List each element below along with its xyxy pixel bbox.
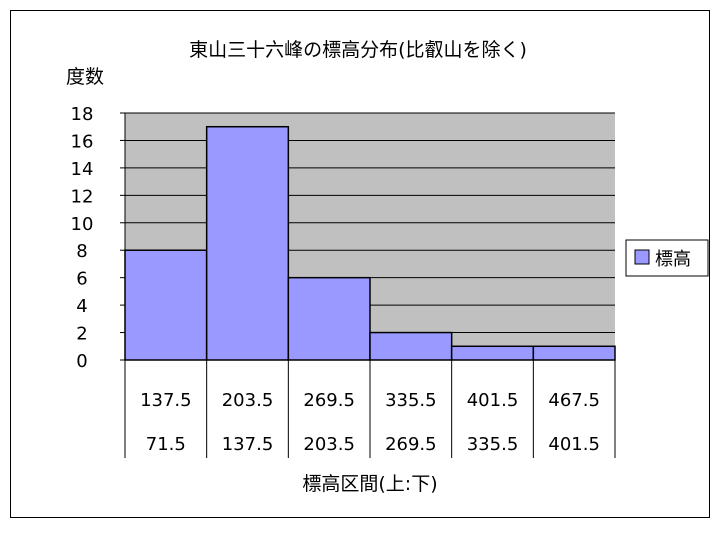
y-tick-label: 0 [76, 351, 87, 372]
y-tick-label: 14 [71, 159, 94, 180]
y-tick-label: 16 [71, 131, 94, 152]
legend-label: 標高 [655, 249, 691, 270]
x-tick-label-lower: 269.5 [385, 434, 437, 455]
x-tick-label-upper: 137.5 [140, 390, 192, 411]
x-tick-label-upper: 203.5 [222, 390, 274, 411]
y-tick-label: 10 [71, 214, 94, 235]
y-tick-label: 12 [71, 186, 94, 207]
x-tick-label-lower: 203.5 [303, 434, 355, 455]
bar [450, 345, 535, 361]
x-tick-label-lower: 71.5 [146, 434, 186, 455]
bar [205, 125, 290, 361]
y-tick-label: 4 [76, 296, 87, 317]
x-tick-label-lower: 335.5 [467, 434, 519, 455]
y-tick-label: 18 [71, 104, 94, 125]
chart-title: 東山三十六峰の標高分布(比叡山を除く) [189, 39, 527, 61]
bar [287, 276, 371, 361]
legend-swatch [634, 249, 650, 265]
x-axis-label: 標高区間(上:下) [302, 473, 437, 495]
bar [532, 345, 616, 361]
x-tick-label-upper: 467.5 [548, 390, 600, 411]
bar [124, 249, 208, 361]
y-tick-label: 6 [76, 269, 87, 290]
bar [369, 331, 453, 361]
x-tick-label-upper: 269.5 [303, 390, 355, 411]
y-axis-label: 度数 [66, 66, 104, 88]
x-tick-label-lower: 401.5 [548, 434, 600, 455]
plot-area: 0 2 4 6 8 10 12 14 16 18 137.5 203.5 269.5 335.5 401.5… [71, 104, 616, 458]
y-tick-label: 2 [76, 324, 87, 345]
x-tick-label-lower: 137.5 [222, 434, 274, 455]
x-tick-label-upper: 401.5 [467, 390, 519, 411]
y-tick-label: 8 [76, 241, 87, 262]
x-tick-label-upper: 335.5 [385, 390, 437, 411]
